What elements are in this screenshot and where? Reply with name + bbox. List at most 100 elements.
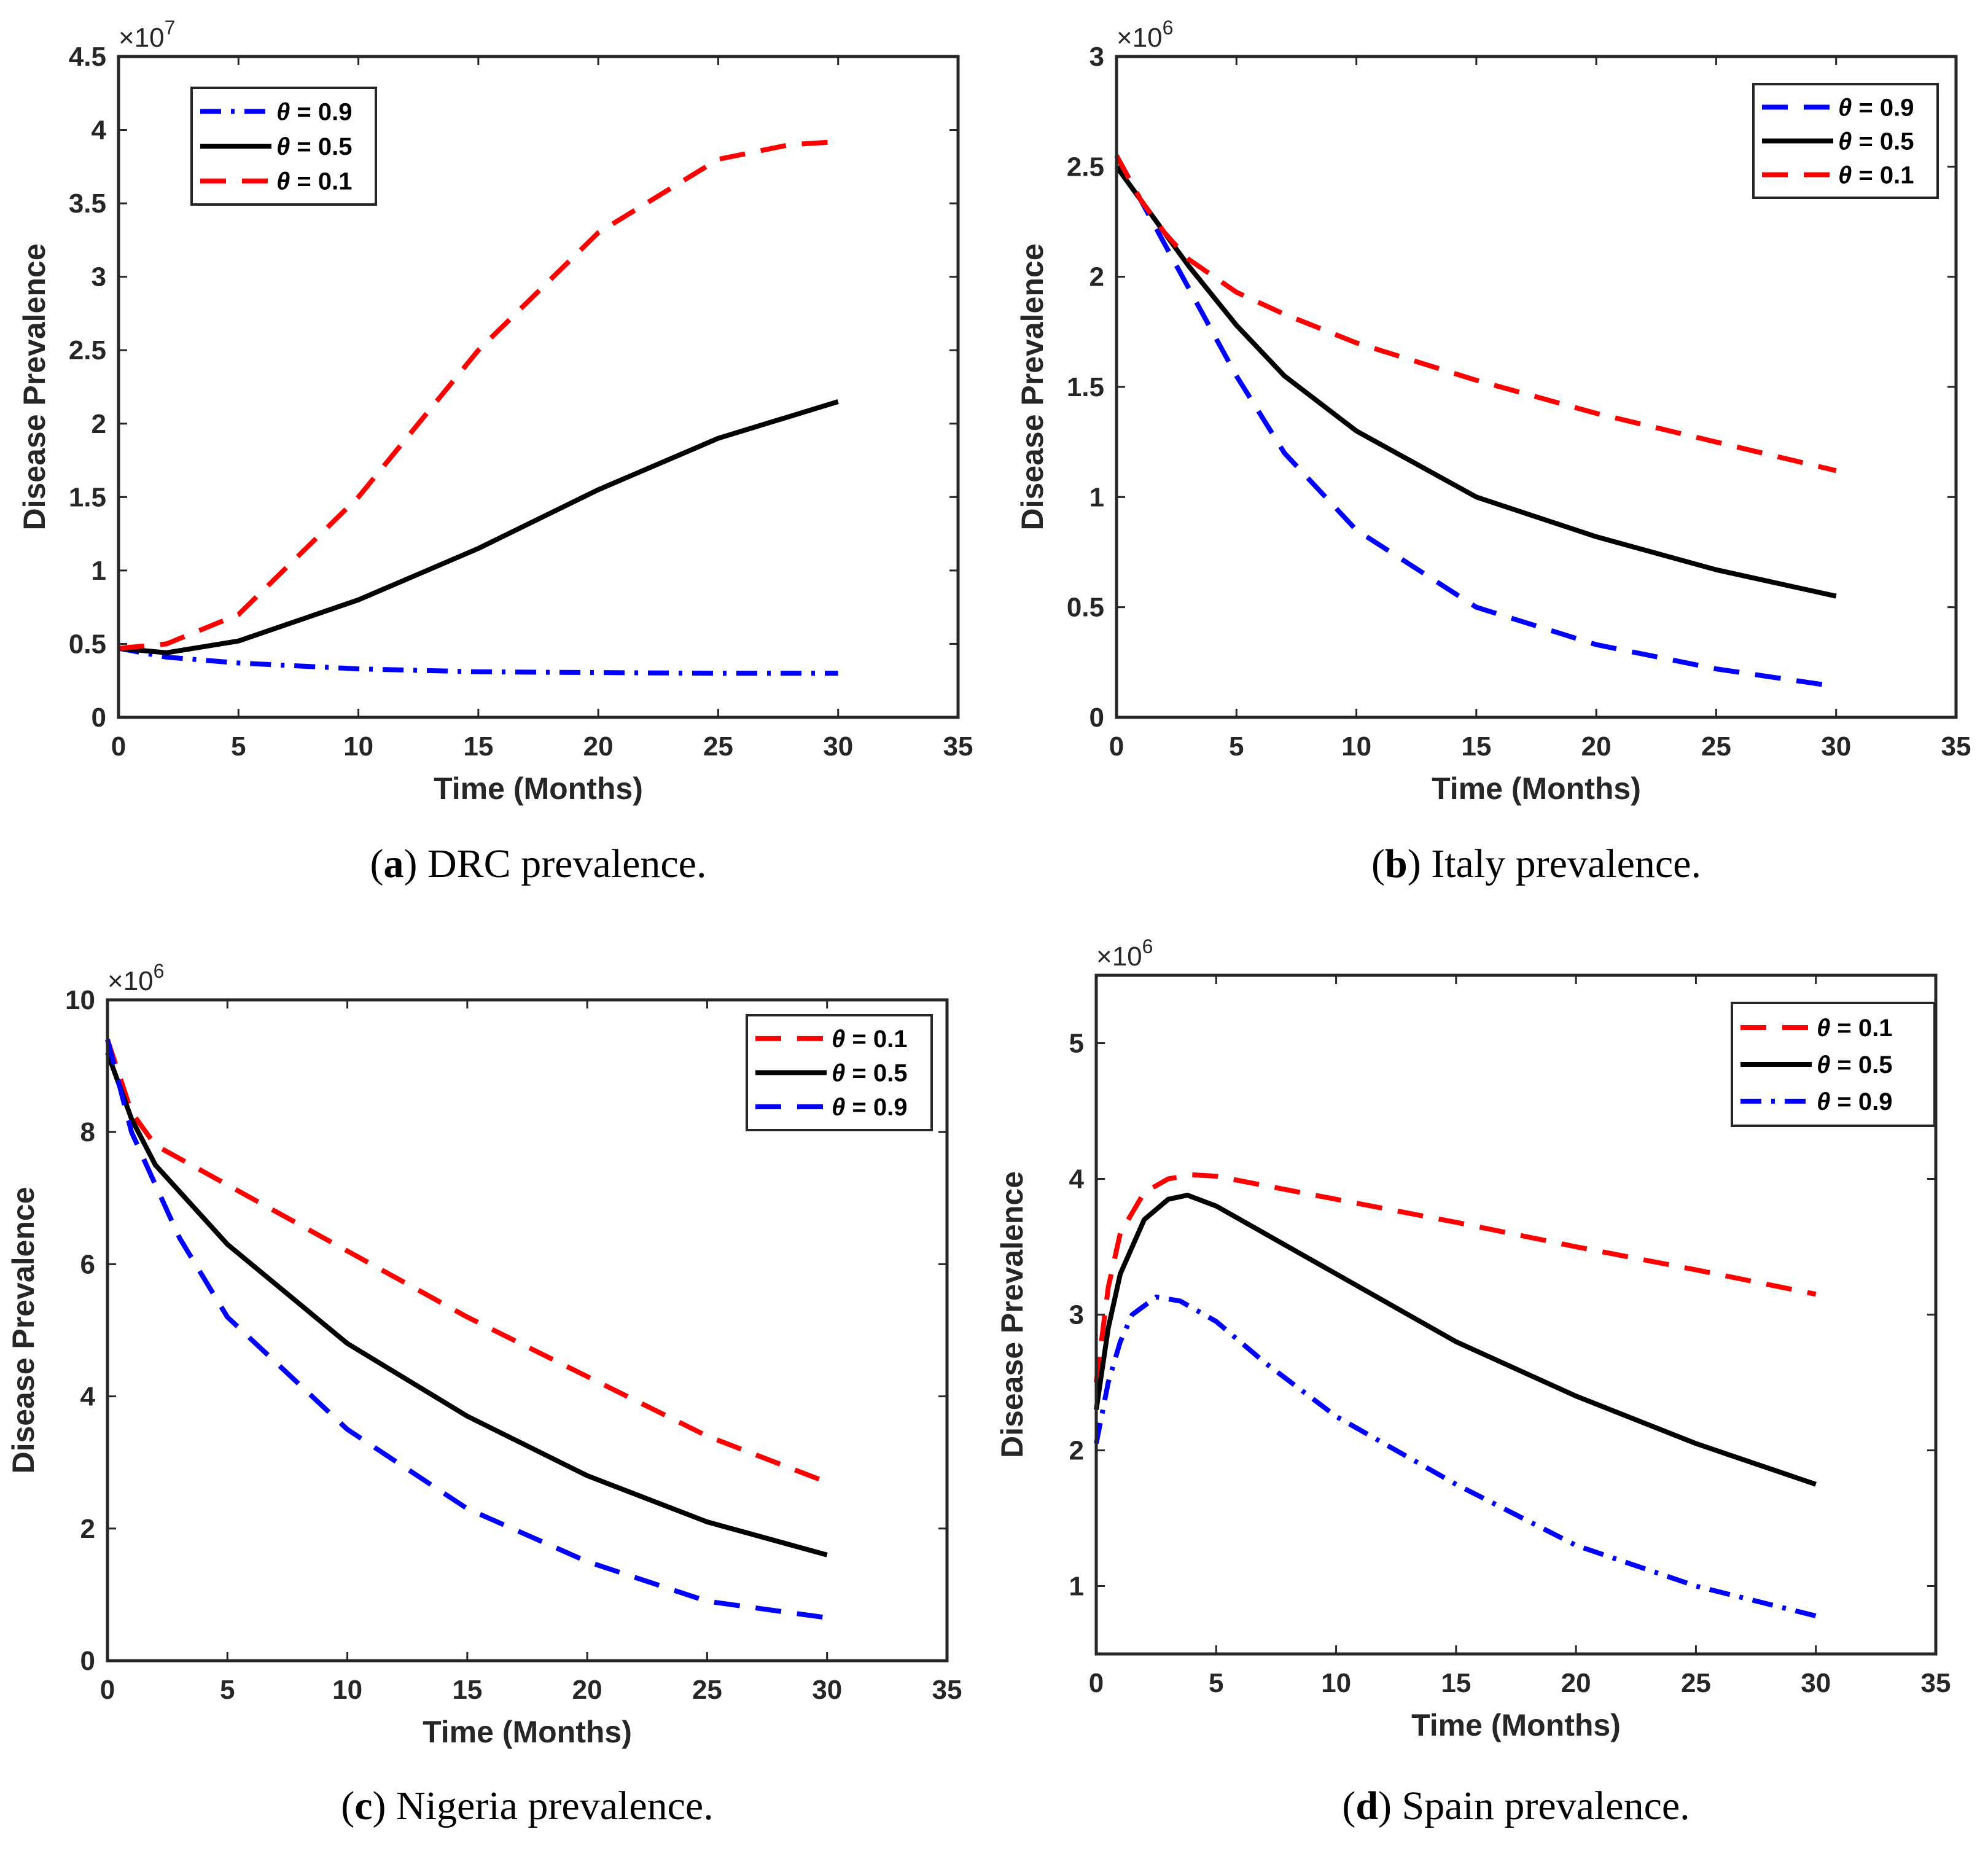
y-tick-label: 4 (1069, 1164, 1085, 1195)
x-tick-label: 15 (1461, 731, 1491, 762)
x-tick-label: 20 (1561, 1668, 1591, 1698)
y-tick-label: 2 (80, 1514, 95, 1544)
y-axis-label: Disease Prevalence (1015, 243, 1050, 530)
series-line-solid (105, 1051, 828, 1558)
x-tick-label: 25 (1681, 1668, 1711, 1698)
y-tick-label: 3.5 (69, 189, 106, 219)
series-line-solid (118, 399, 839, 655)
y-tick-label: 1.5 (69, 482, 106, 512)
x-tick-label: 0 (1089, 1668, 1104, 1698)
y-tick-label: 1.5 (1067, 372, 1104, 402)
chart-panel-b: 0 5 10 15 20 25 30 35 0 0.5 1 1.5 2 2.5 3 ×106 Time (Mon… (1015, 17, 1971, 886)
x-tick-label: 15 (463, 731, 493, 762)
x-tick-label: 10 (1321, 1668, 1351, 1698)
x-tick-label: 15 (452, 1675, 482, 1705)
x-tick-label: 25 (703, 731, 733, 762)
x-tick-label: 35 (932, 1675, 962, 1705)
legend: θ = 0.1 θ = 0.5 θ = 0.9 (1731, 1002, 1936, 1127)
x-tick-label: 35 (1921, 1668, 1951, 1698)
y-tick-label: 0.5 (1067, 593, 1104, 623)
chart-panel-d: 0 5 10 15 20 25 30 35 1 2 3 4 5 ×106 Time (Months) Dise… (995, 935, 1951, 1828)
y-tick-label: 2 (92, 409, 106, 439)
x-tick-label: 20 (1581, 731, 1612, 762)
legend-label: θ = 0.9 (1838, 95, 1914, 122)
x-tick-label: 5 (1209, 1668, 1223, 1698)
x-tick-label: 0 (100, 1675, 115, 1705)
figure-caption: (a) DRC prevalence. (370, 841, 707, 886)
series-line-dashed (105, 1039, 828, 1621)
series-line-dashed (1114, 154, 1837, 474)
legend-label: θ = 0.9 (276, 98, 353, 125)
legend: θ = 0.9 θ = 0.5 θ = 0.1 (1752, 83, 1939, 199)
legend-label: θ = 0.5 (1838, 128, 1914, 155)
y-tick-label: 0 (1090, 703, 1104, 733)
x-tick-label: 20 (572, 1675, 602, 1705)
x-tick-label: 35 (1941, 731, 1971, 762)
y-tick-label: 4 (80, 1382, 96, 1412)
figure-caption: (d) Spain prevalence. (1342, 1784, 1690, 1828)
y-tick-label: 3 (1069, 1300, 1084, 1330)
legend-label: θ = 0.5 (832, 1060, 908, 1087)
series-line-dashed (1114, 154, 1837, 689)
series-line-dashdot (118, 645, 838, 676)
legend-label: θ = 0.9 (832, 1094, 908, 1121)
y-tick-label: 1 (1069, 1572, 1084, 1602)
x-axis-label: Time (Months) (1432, 771, 1641, 806)
y-tick-label: 1 (1090, 482, 1104, 512)
legend-label: θ = 0.5 (276, 133, 353, 160)
x-tick-label: 15 (1441, 1668, 1471, 1698)
y-tick-label: 1 (92, 556, 106, 586)
legend-label: θ = 0.1 (276, 168, 353, 195)
y-tick-label: 0.5 (69, 629, 106, 659)
y-tick-label: 10 (65, 985, 95, 1015)
axis-multiplier: ×107 (119, 17, 175, 53)
legend-label: θ = 0.9 (1817, 1088, 1893, 1115)
x-tick-label: 10 (1341, 731, 1371, 762)
legend: θ = 0.1 θ = 0.5 θ = 0.9 (746, 1014, 933, 1131)
y-tick-label: 2 (1069, 1436, 1084, 1466)
series-line-solid (1094, 1193, 1817, 1487)
figure-caption: (c) Nigeria prevalence. (341, 1784, 713, 1828)
axis-multiplier: ×106 (107, 960, 164, 996)
legend: θ = 0.9 θ = 0.5 θ = 0.1 (190, 87, 377, 206)
y-tick-label: 0 (92, 703, 106, 733)
series-line-dashed (118, 139, 838, 651)
y-tick-label: 2 (1090, 262, 1104, 292)
y-tick-label: 0 (80, 1646, 95, 1676)
y-tick-label: 6 (80, 1249, 95, 1279)
axes-box (117, 55, 960, 719)
series-line-dashed (1094, 1172, 1817, 1383)
axes-box (1115, 55, 1958, 719)
legend-label: θ = 0.5 (1817, 1051, 1893, 1078)
y-axis-label: Disease Prevalence (17, 243, 52, 530)
x-tick-label: 30 (1821, 731, 1851, 762)
x-tick-label: 30 (812, 1675, 842, 1705)
legend-label: θ = 0.1 (832, 1026, 908, 1053)
y-tick-label: 2.5 (69, 335, 106, 365)
series-line-dashed (105, 1039, 828, 1485)
x-tick-label: 10 (332, 1675, 362, 1705)
axis-multiplier: ×106 (1117, 17, 1173, 53)
axes-box (106, 998, 949, 1663)
x-tick-label: 30 (1801, 1668, 1831, 1698)
x-tick-label: 10 (343, 731, 373, 762)
figure-caption: (b) Italy prevalence. (1371, 841, 1701, 886)
x-axis-label: Time (Months) (1411, 1708, 1621, 1742)
legend-label: θ = 0.1 (1838, 162, 1914, 189)
y-tick-label: 3 (1090, 42, 1104, 72)
x-tick-label: 25 (692, 1675, 722, 1705)
x-tick-label: 20 (583, 731, 614, 762)
x-tick-label: 25 (1701, 731, 1731, 762)
x-tick-label: 0 (111, 731, 126, 762)
x-tick-label: 5 (1229, 731, 1244, 762)
legend-box (1731, 1002, 1936, 1127)
series-line-solid (1114, 165, 1837, 599)
chart-panel-a: 0 5 10 15 20 25 30 35 0 0.5 1 1.5 2 2.5 3 3.5 4 4.5 ×107 Ti… (17, 17, 973, 886)
x-tick-label: 30 (823, 731, 853, 762)
y-tick-label: 3 (92, 262, 106, 292)
y-axis-label: Disease Prevalence (6, 1187, 41, 1473)
y-tick-label: 5 (1069, 1029, 1084, 1059)
axes-box (1094, 973, 1938, 1656)
y-tick-label: 4 (92, 115, 107, 146)
